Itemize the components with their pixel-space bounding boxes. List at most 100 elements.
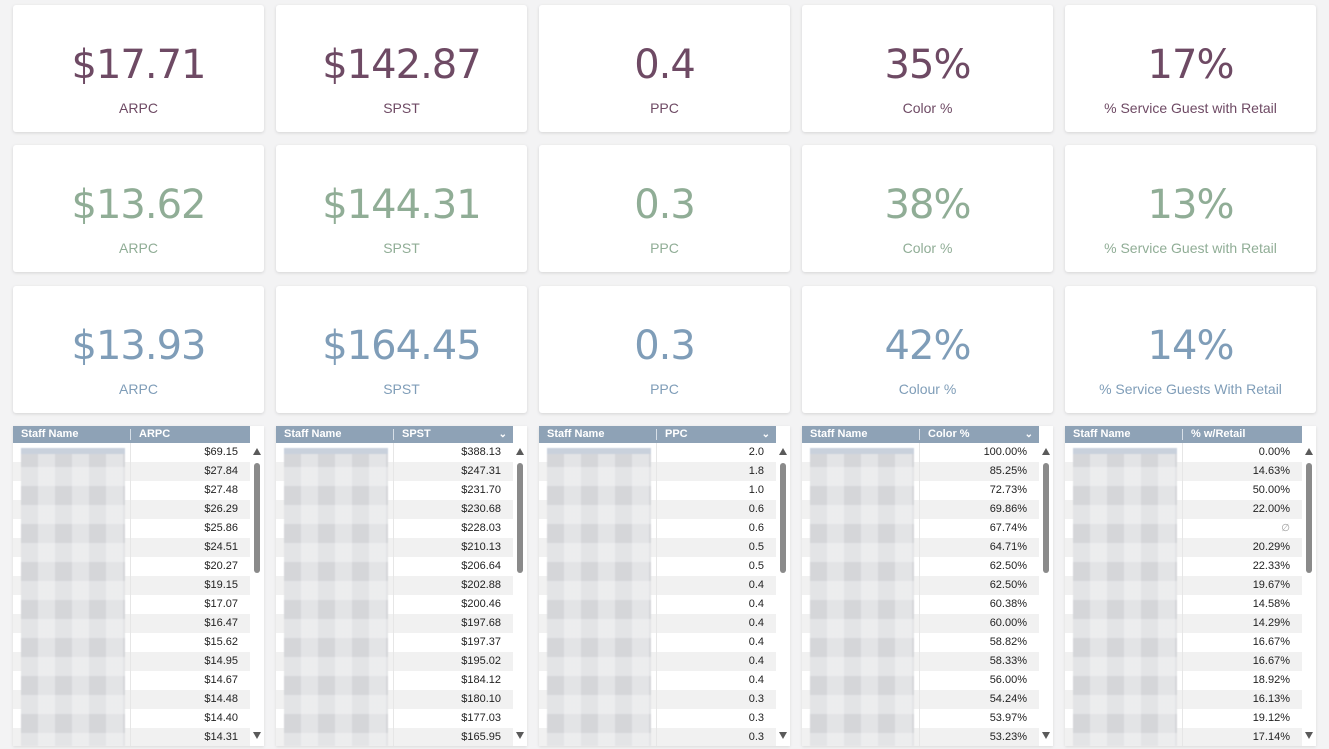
sort-chevron-icon[interactable]: ⌄: [498, 429, 507, 440]
scorecard-label: ARPC: [119, 381, 158, 397]
table-row[interactable]: $14.40: [13, 709, 250, 728]
table-row[interactable]: 56.00%: [802, 671, 1039, 690]
table-row[interactable]: 14.58%: [1065, 595, 1302, 614]
vertical-scrollbar[interactable]: [513, 443, 527, 746]
scrollbar-thumb[interactable]: [780, 463, 786, 573]
column-header-metric[interactable]: ARPC: [139, 428, 171, 440]
table-row[interactable]: $228.03: [276, 519, 513, 538]
scroll-up-arrow-icon[interactable]: [779, 448, 787, 455]
scorecard-color-pct-row3[interactable]: 42% Colour %: [802, 286, 1053, 413]
table-row[interactable]: 60.38%: [802, 595, 1039, 614]
table-row[interactable]: 50.00%: [1065, 481, 1302, 500]
table-row[interactable]: 0.4: [539, 671, 776, 690]
vertical-scrollbar[interactable]: [776, 443, 790, 746]
table-row[interactable]: 22.33%: [1065, 557, 1302, 576]
scorecard-value: $164.45: [322, 323, 481, 369]
scorecard-ppc-row2[interactable]: 0.3 PPC: [539, 145, 790, 272]
metric-cell: $231.70: [461, 484, 501, 496]
scorecard-label: % Service Guests With Retail: [1099, 381, 1282, 397]
scrollbar-thumb[interactable]: [254, 463, 260, 573]
scorecard-spst-row3[interactable]: $164.45 SPST: [276, 286, 527, 413]
table-row[interactable]: 58.82%: [802, 633, 1039, 652]
scroll-up-arrow-icon[interactable]: [1305, 448, 1313, 455]
sort-chevron-icon[interactable]: ⌄: [761, 429, 770, 440]
table-row[interactable]: $69.15: [13, 443, 250, 462]
scorecard-spst-row1[interactable]: $142.87 SPST: [276, 5, 527, 132]
table-row[interactable]: $184.12: [276, 671, 513, 690]
table-row[interactable]: 2.0: [539, 443, 776, 462]
table-row[interactable]: 0.3: [539, 709, 776, 728]
column-header-staff-name[interactable]: Staff Name: [547, 428, 605, 440]
table-row[interactable]: 0.4: [539, 595, 776, 614]
metric-cell: $200.46: [461, 598, 501, 610]
table-row[interactable]: 16.67%: [1065, 633, 1302, 652]
sort-chevron-icon[interactable]: ⌄: [1024, 429, 1033, 440]
column-header-staff-name[interactable]: Staff Name: [284, 428, 342, 440]
column-header-metric[interactable]: % w/Retail: [1191, 428, 1246, 440]
table-row[interactable]: 0.4: [539, 633, 776, 652]
staff-table-arpc[interactable]: Staff Name ARPC $69.15 $27.84 $27.48 $26.29 $2…: [13, 426, 264, 746]
vertical-scrollbar[interactable]: [250, 443, 264, 746]
scorecard-arpc-row3[interactable]: $13.93 ARPC: [13, 286, 264, 413]
scorecard-retail-pct-row1[interactable]: 17% % Service Guest with Retail: [1065, 5, 1316, 132]
scroll-down-arrow-icon[interactable]: [1305, 732, 1313, 739]
scroll-up-arrow-icon[interactable]: [253, 448, 261, 455]
table-row[interactable]: 62.50%: [802, 557, 1039, 576]
scorecard-color-pct-row1[interactable]: 35% Color %: [802, 5, 1053, 132]
scroll-down-arrow-icon[interactable]: [253, 732, 261, 739]
table-row[interactable]: ∅: [1065, 519, 1302, 538]
scrollbar-thumb[interactable]: [1043, 463, 1049, 573]
scorecard-arpc-row1[interactable]: $17.71 ARPC: [13, 5, 264, 132]
table-row[interactable]: 19.12%: [1065, 709, 1302, 728]
column-header-staff-name[interactable]: Staff Name: [21, 428, 79, 440]
scorecard-retail-pct-row3[interactable]: 14% % Service Guests With Retail: [1065, 286, 1316, 413]
vertical-scrollbar[interactable]: [1039, 443, 1053, 746]
table-row[interactable]: 0.6: [539, 519, 776, 538]
table-row[interactable]: $197.37: [276, 633, 513, 652]
scorecard-arpc-row2[interactable]: $13.62 ARPC: [13, 145, 264, 272]
column-header-metric[interactable]: Color %: [928, 428, 970, 440]
staff-table-retail-pct[interactable]: Staff Name % w/Retail 0.00% 14.63% 50.00% 22.…: [1065, 426, 1316, 746]
table-row[interactable]: 18.92%: [1065, 671, 1302, 690]
scroll-up-arrow-icon[interactable]: [1042, 448, 1050, 455]
column-header-staff-name[interactable]: Staff Name: [1073, 428, 1131, 440]
scroll-up-arrow-icon[interactable]: [516, 448, 524, 455]
scrollbar-thumb[interactable]: [1306, 463, 1312, 573]
table-row[interactable]: $388.13: [276, 443, 513, 462]
vertical-scrollbar[interactable]: [1302, 443, 1316, 746]
header-filler: [776, 426, 790, 443]
table-row[interactable]: $17.07: [13, 595, 250, 614]
staff-table-ppc[interactable]: Staff Name PPC ⌄ 2.0 1.8 1.0 0.6 0.6 0.5 0.5 0.4 0.…: [539, 426, 790, 746]
table-row[interactable]: 72.73%: [802, 481, 1039, 500]
column-header-metric[interactable]: PPC: [665, 428, 688, 440]
table-row[interactable]: 100.00%: [802, 443, 1039, 462]
table-row[interactable]: 1.0: [539, 481, 776, 500]
column-header-metric[interactable]: SPST: [402, 428, 431, 440]
table-row[interactable]: 67.74%: [802, 519, 1039, 538]
table-row[interactable]: $20.27: [13, 557, 250, 576]
table-row[interactable]: $25.86: [13, 519, 250, 538]
scorecard-color-pct-row2[interactable]: 38% Color %: [802, 145, 1053, 272]
column-header-staff-name[interactable]: Staff Name: [810, 428, 868, 440]
staff-table-color-pct[interactable]: Staff Name Color % ⌄ 100.00% 85.25% 72.73% 69.…: [802, 426, 1053, 746]
staff-table-spst[interactable]: Staff Name SPST ⌄ $388.13 $247.31 $231.70 $230…: [276, 426, 527, 746]
scorecard-spst-row2[interactable]: $144.31 SPST: [276, 145, 527, 272]
table-row[interactable]: 0.5: [539, 557, 776, 576]
table-row[interactable]: $200.46: [276, 595, 513, 614]
scorecard-ppc-row3[interactable]: 0.3 PPC: [539, 286, 790, 413]
table-row[interactable]: $15.62: [13, 633, 250, 652]
table-row[interactable]: 53.97%: [802, 709, 1039, 728]
scorecard-retail-pct-row2[interactable]: 13% % Service Guest with Retail: [1065, 145, 1316, 272]
scorecard-ppc-row1[interactable]: 0.4 PPC: [539, 5, 790, 132]
table-row[interactable]: $14.67: [13, 671, 250, 690]
table-row[interactable]: $231.70: [276, 481, 513, 500]
scroll-down-arrow-icon[interactable]: [779, 732, 787, 739]
scrollbar-thumb[interactable]: [517, 463, 523, 573]
table-row[interactable]: $27.48: [13, 481, 250, 500]
table-row[interactable]: 0.00%: [1065, 443, 1302, 462]
metric-cell: 20.29%: [1252, 541, 1290, 553]
table-row[interactable]: $177.03: [276, 709, 513, 728]
scroll-down-arrow-icon[interactable]: [1042, 732, 1050, 739]
table-row[interactable]: $206.64: [276, 557, 513, 576]
scroll-down-arrow-icon[interactable]: [516, 732, 524, 739]
